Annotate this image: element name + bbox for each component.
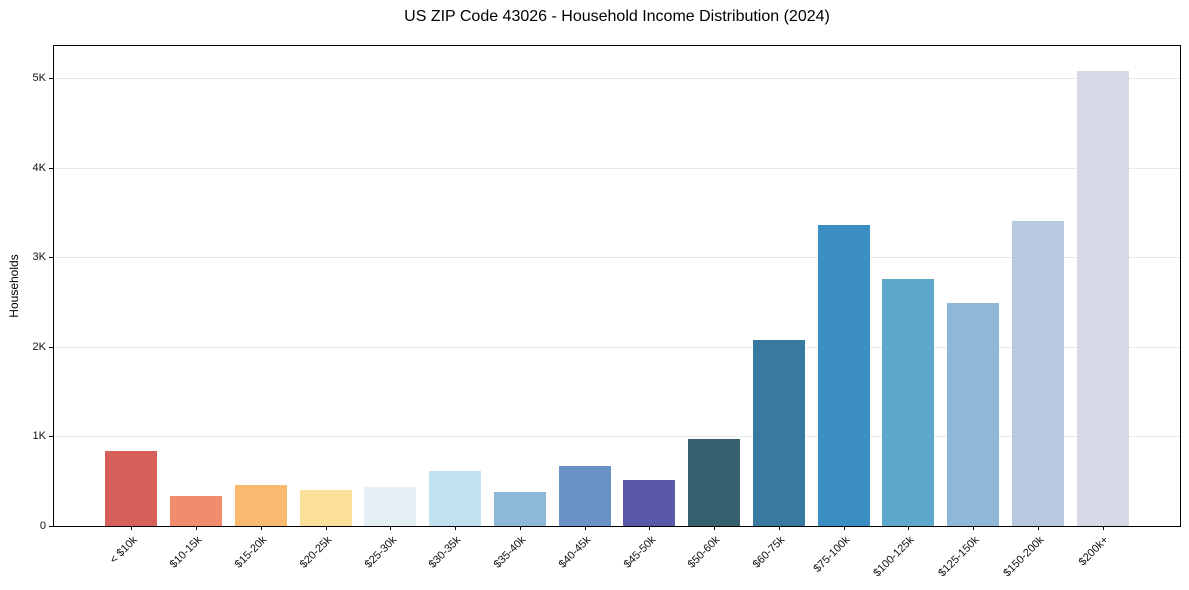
bar-$45-50k [623,479,676,526]
y-tick-label: 2K [32,340,46,353]
bar-< $10k [105,450,158,526]
y-tick-label: 0 [39,520,46,532]
y-tick-mark [49,526,53,527]
x-tick-mark [196,526,198,530]
bar-slot: $75-100k [811,46,876,575]
y-tick-label: 3K [32,251,46,264]
x-tick-label: $25-30k [362,534,399,571]
x-tick-label: $200k+ [1076,534,1112,569]
x-tick-mark [1102,526,1104,530]
bar-slot: $15-20k [229,46,294,571]
x-tick-label: $50-60k [686,534,723,571]
gridline [54,77,1180,79]
bar-slot: < $10k [99,46,164,566]
gridline [54,346,1180,348]
bar-$20-25k [299,490,352,526]
bar-slot: $20-25k [293,46,358,571]
y-tick-mark [49,346,53,348]
x-tick-label: $40-45k [556,534,594,571]
x-tick-label: $35-40k [491,534,529,571]
bar-$75-100k [817,224,870,526]
bar-$100-125k [882,279,935,526]
x-tick-mark [584,526,586,530]
x-tick-label: $10-15k [168,534,205,571]
gridline [54,257,1180,259]
bar-slot: $40-45k [552,46,617,571]
bar-$15-20k [234,485,287,526]
x-tick-label: $150-200k [1001,534,1047,580]
y-tick-mark [49,167,53,169]
x-tick-mark [455,526,457,530]
plot-area: 0 1K 2K 3K 4K 5K < $10k $10-15k $15-20k $20-25k $… [33,45,1181,579]
x-tick-mark [260,526,262,530]
bar-$40-45k [558,466,611,526]
x-tick-mark [714,526,716,530]
bar-$35-40k [493,492,546,526]
bar-slot: $35-40k [488,46,553,571]
x-tick-label: < $10k [107,534,140,567]
x-tick-mark [778,526,780,530]
bar-$200k+ [1076,70,1129,526]
x-tick-mark [1037,526,1039,530]
bar-slot: $10-15k [164,46,229,571]
bar-$30-35k [429,471,482,526]
bar-slot: $45-50k [617,46,682,571]
y-tick-label: 1K [32,430,46,443]
chart-title: US ZIP Code 43026 - Household Income Dis… [404,8,830,25]
y-axis-label: Households [7,254,21,318]
bar-slot: $25-30k [358,46,423,571]
bar-$60-75k [752,340,805,526]
x-tick-label: $15-20k [232,534,270,571]
bar-$10-15k [170,496,223,526]
x-tick-mark [908,526,910,530]
x-tick-mark [325,526,327,530]
x-tick-label: $75-100k [811,534,853,575]
bar-slot: $60-75k [747,46,812,571]
y-tick-mark [49,436,53,438]
x-tick-mark [843,526,845,530]
x-tick-label: $125-150k [936,534,982,580]
y-tick-mark [49,77,53,79]
x-tick-mark [131,526,133,530]
bar-slot: $125-150k [936,46,1006,579]
bar-slot: $50-60k [682,46,747,571]
x-tick-label: $60-75k [750,534,788,571]
x-tick-mark [390,526,392,530]
bar-slot: $200k+ [1070,46,1135,568]
y-tick-label: 5K [32,71,46,84]
x-tick-label: $30-35k [427,534,464,571]
bar-slot: $100-125k [872,46,941,579]
y-tick-label: 4K [32,161,46,174]
x-tick-mark [973,526,975,530]
bar-slot: $30-35k [423,46,488,571]
bar-$25-30k [364,486,417,526]
y-tick-mark [49,257,53,259]
gridline [54,167,1180,169]
x-tick-mark [649,526,651,530]
bar-$125-150k [947,302,1000,526]
bar-$150-200k [1011,220,1064,526]
bars-area: < $10k $10-15k $15-20k $20-25k $25-30k $30-35… [99,46,1135,579]
bar-slot: $150-200k [1001,46,1071,579]
gridline [54,436,1180,438]
x-tick-label: $45-50k [621,534,658,571]
bar-$50-60k [688,438,741,526]
x-tick-mark [519,526,521,530]
x-tick-label: $100-125k [871,534,917,580]
x-tick-label: $20-25k [297,534,335,571]
